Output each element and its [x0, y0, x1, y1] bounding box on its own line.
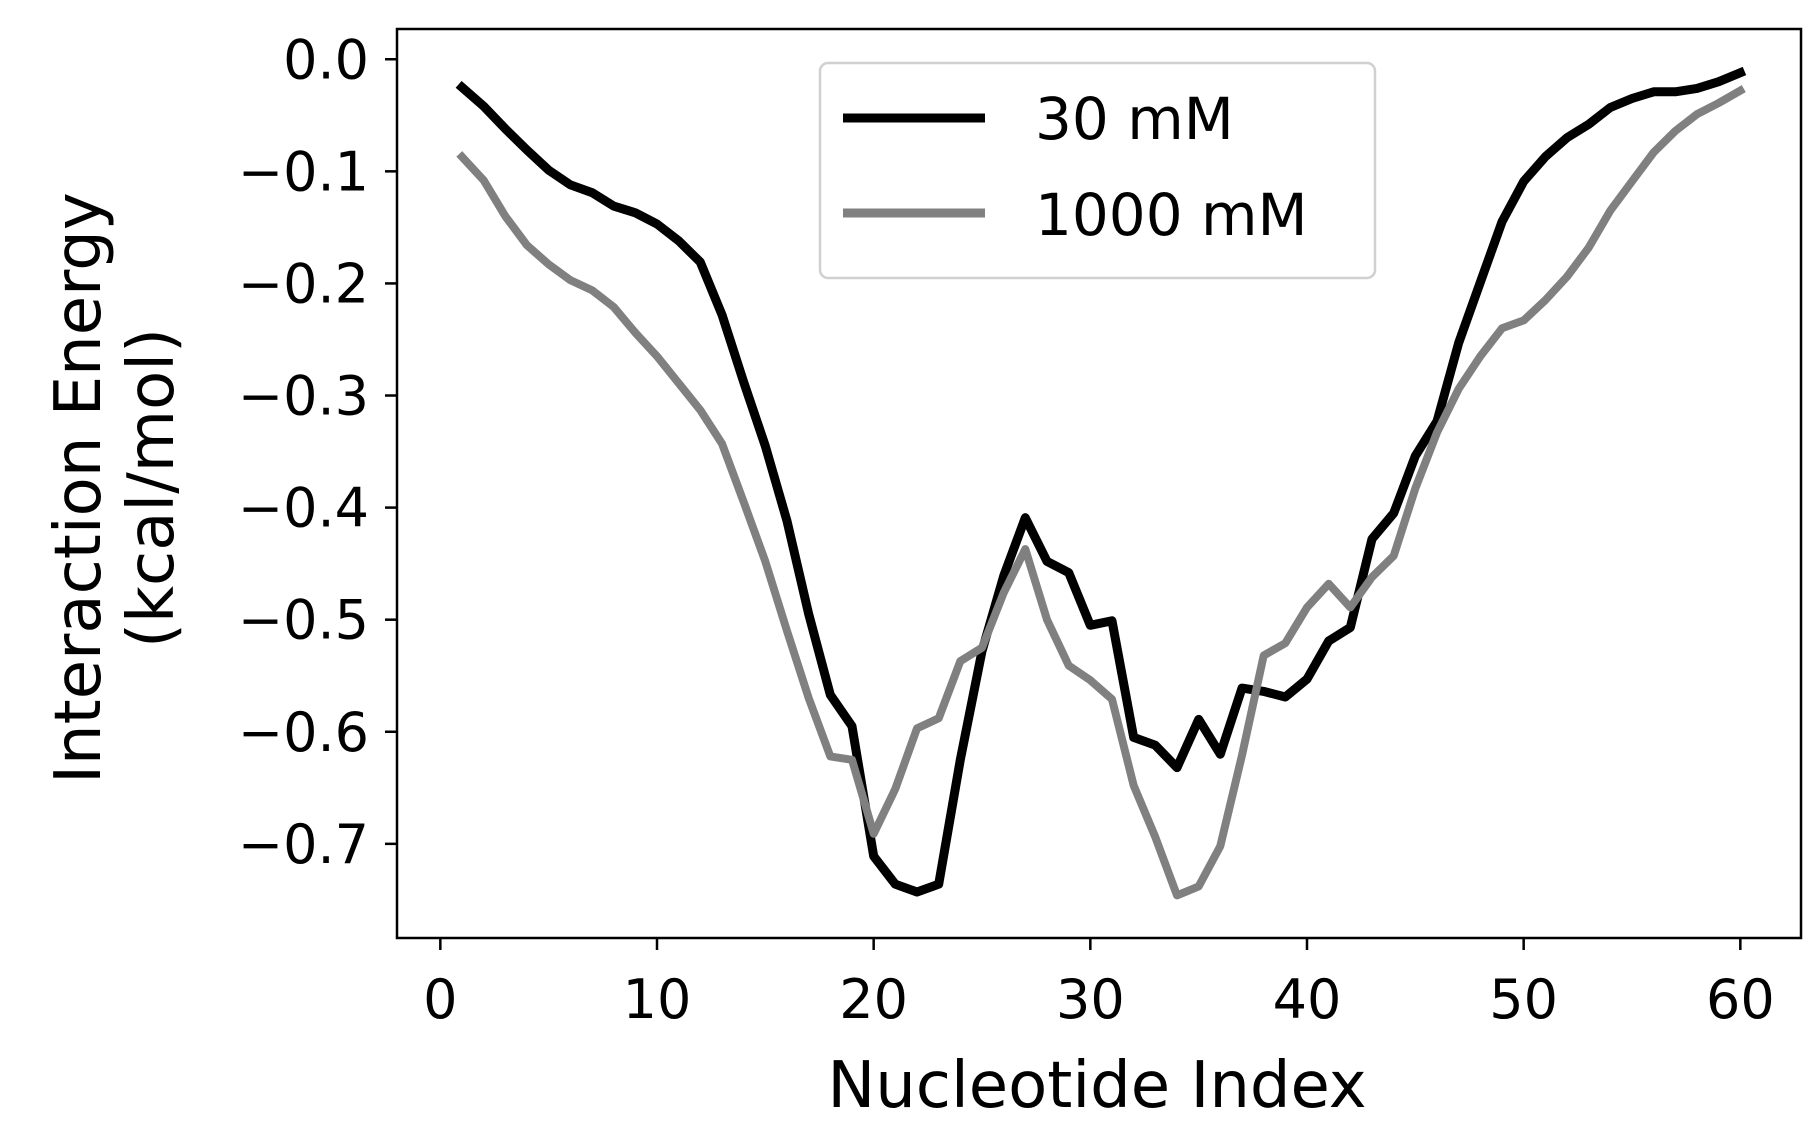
- y-axis-title-line-1: Interaction Energy: [42, 192, 116, 784]
- x-tick-label: 10: [623, 968, 692, 1031]
- x-tick-label: 60: [1706, 968, 1775, 1031]
- plot-frame: [395, 27, 1803, 940]
- x-tick-label: 0: [423, 968, 457, 1031]
- legend: 30 mM 1000 mM: [818, 61, 1377, 280]
- x-tick-label: 40: [1273, 968, 1342, 1031]
- x-tick-label: 50: [1489, 968, 1558, 1031]
- y-tick-label: −0.5: [238, 589, 369, 652]
- y-tick-label: 0.0: [283, 28, 369, 91]
- series-lines: [455, 66, 1747, 900]
- y-tick-label: −0.4: [238, 477, 369, 540]
- y-tick-label: −0.3: [238, 365, 369, 428]
- x-tick-label: 30: [1056, 968, 1125, 1031]
- x-axis-title: Nucleotide Index: [827, 1049, 1366, 1123]
- legend-label-1000mm: 1000 mM: [1035, 181, 1308, 249]
- y-tick-label: −0.6: [238, 701, 369, 764]
- series-line-30-mm: [455, 66, 1747, 897]
- y-axis-title-line-2: (kcal/mol): [115, 328, 189, 648]
- y-tick-label: −0.7: [238, 813, 369, 876]
- series-line-1000-mm: [456, 85, 1746, 900]
- legend-label-30mm: 30 mM: [1035, 85, 1234, 153]
- y-axis-ticks: 0.0 −0.1 −0.2 −0.3 −0.4 −0.5 −0.6 −0.7: [238, 28, 397, 876]
- y-tick-label: −0.1: [238, 140, 369, 203]
- y-tick-label: −0.2: [238, 252, 369, 315]
- x-axis-ticks: 0 10 20 30 40 50 60: [423, 938, 1775, 1031]
- x-tick-label: 20: [839, 968, 908, 1031]
